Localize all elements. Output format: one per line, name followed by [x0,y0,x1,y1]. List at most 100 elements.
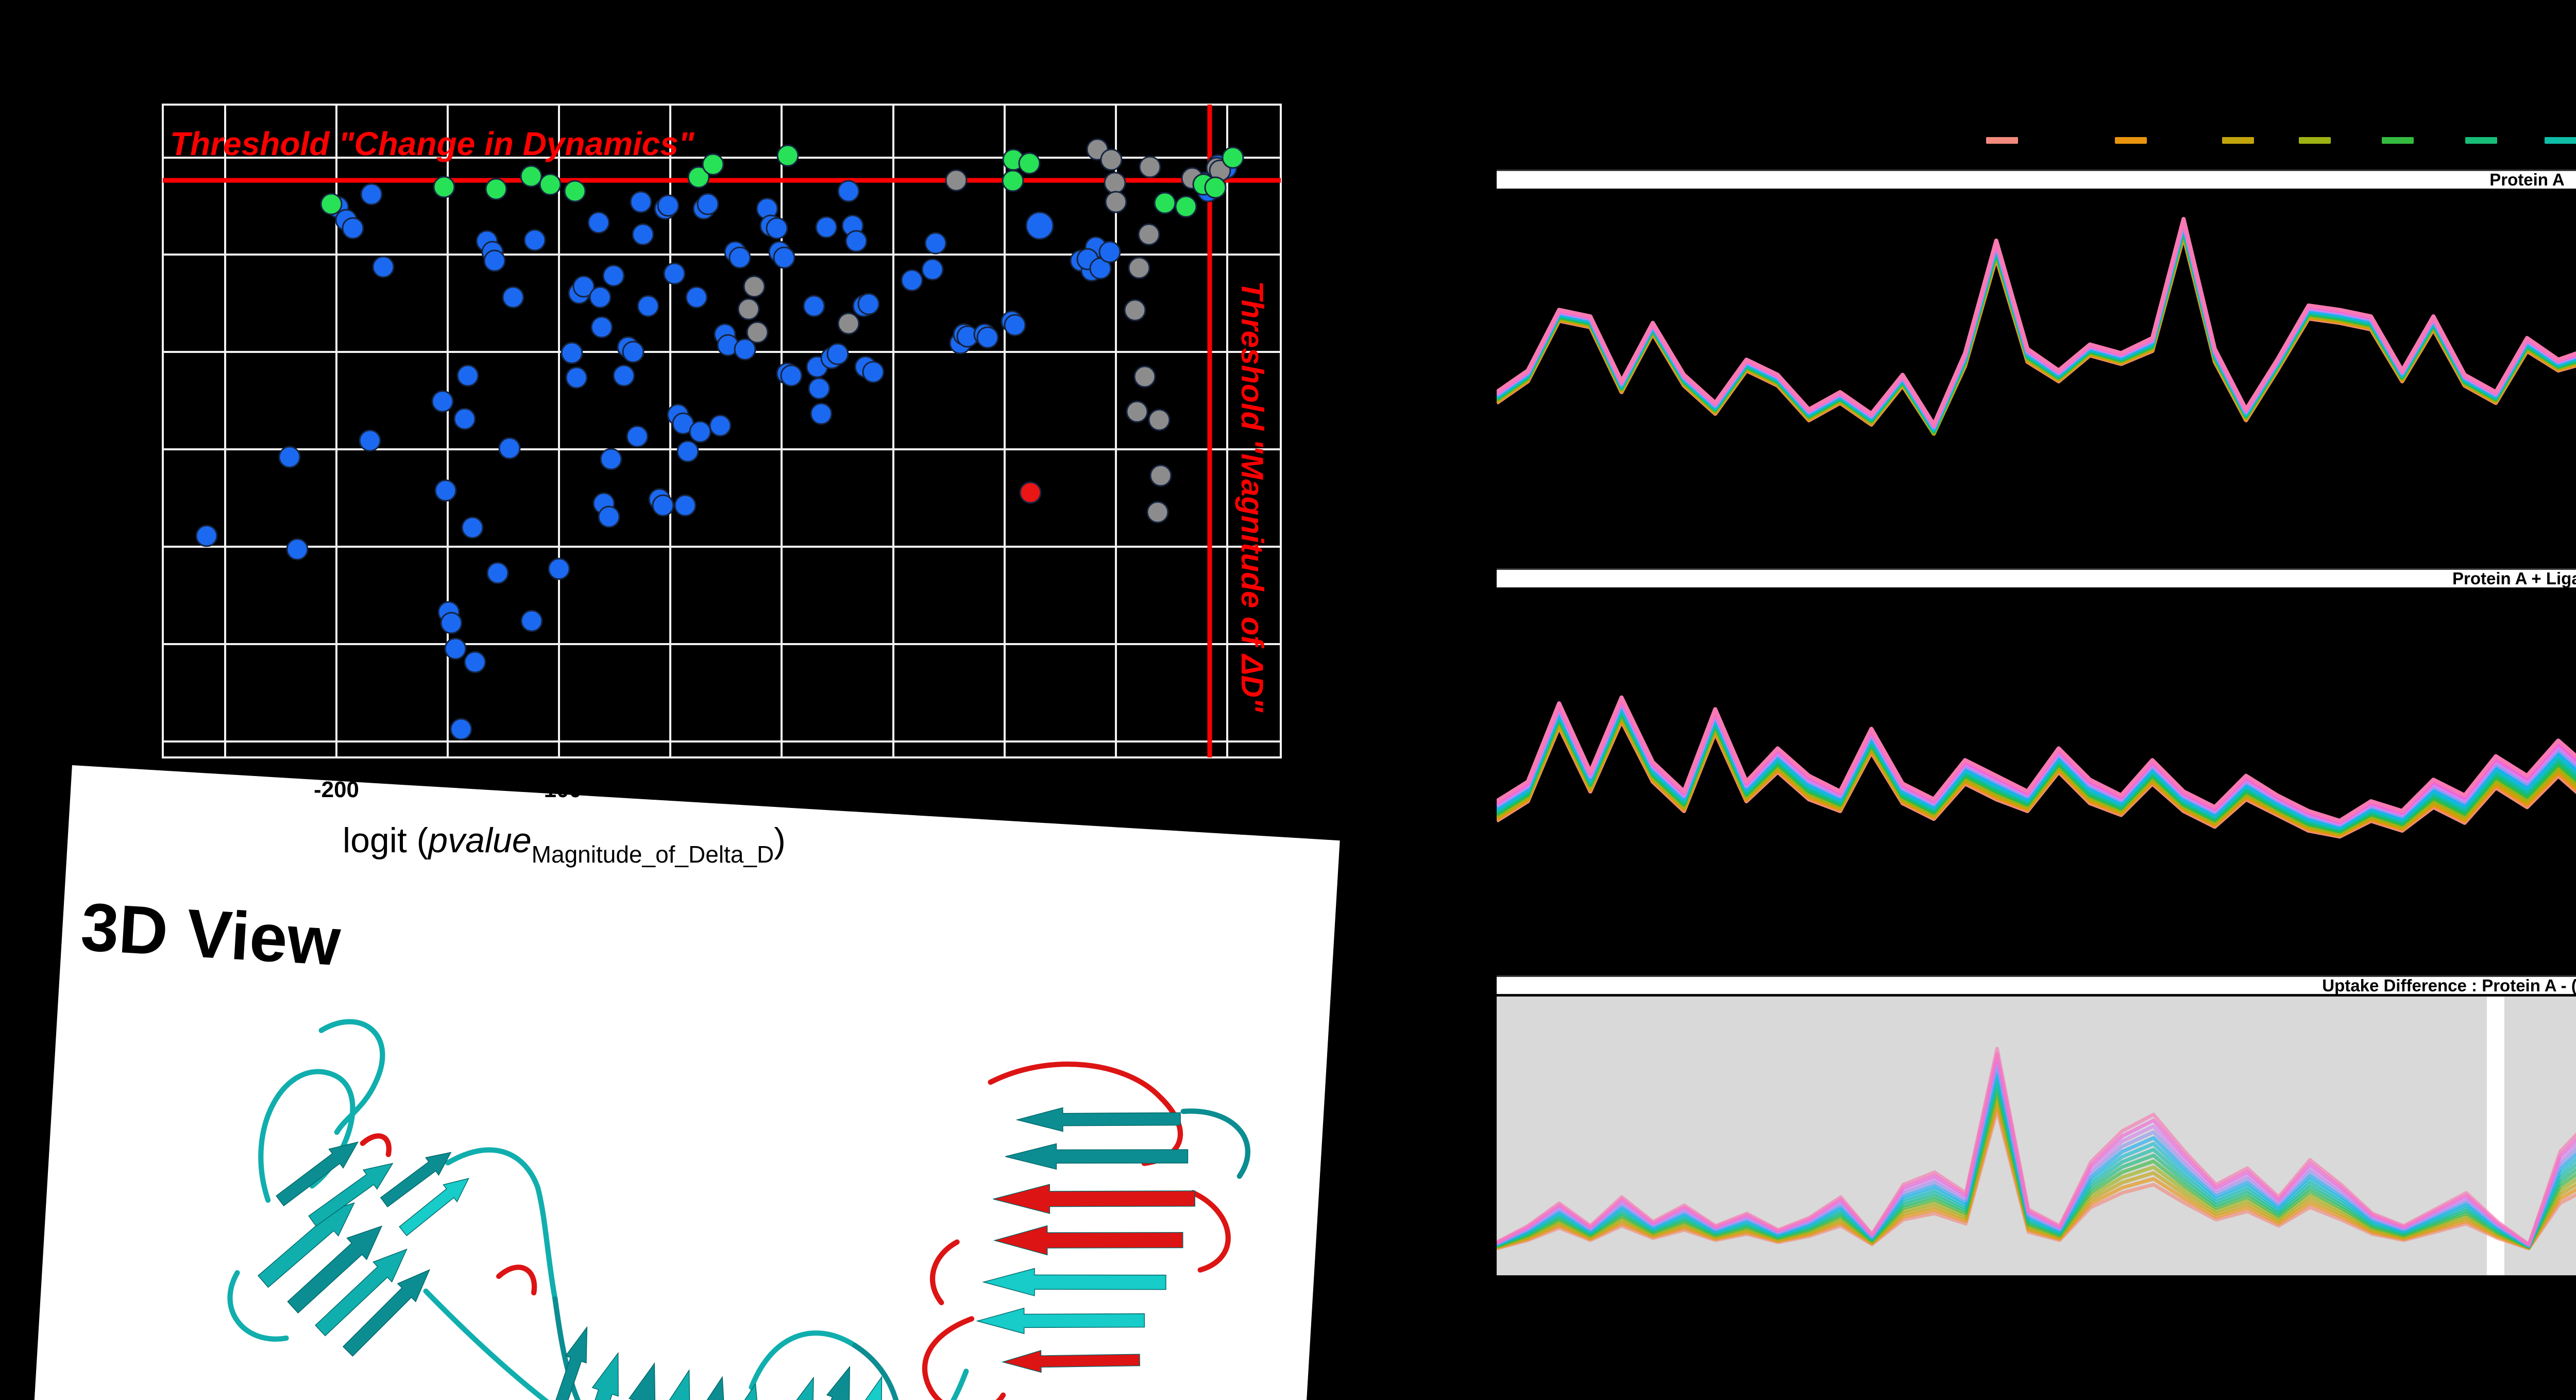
volcano-point[interactable] [976,326,999,349]
legend-dash[interactable] [2222,137,2254,144]
volcano-point[interactable] [320,193,343,215]
volcano-point[interactable] [845,230,868,252]
volcano-point[interactable] [637,295,659,317]
volcano-point[interactable] [1154,192,1176,214]
volcano-point[interactable] [737,298,760,321]
volcano-point[interactable] [485,178,507,200]
legend-dash[interactable] [2545,137,2576,144]
uptake-series-line[interactable] [1497,1047,2576,1246]
volcano-point[interactable] [486,562,509,584]
volcano-point[interactable] [1019,481,1042,504]
volcano-point[interactable] [1139,156,1161,178]
uptake-series-line[interactable] [1497,223,2576,430]
volcano-point[interactable] [773,246,795,269]
legend-dash[interactable] [2299,137,2331,144]
volcano-point[interactable] [1105,191,1127,213]
volcano-point[interactable] [1104,172,1126,194]
volcano-point[interactable] [523,229,546,251]
volcano-point[interactable] [456,364,479,387]
volcano-point[interactable] [766,217,788,240]
volcano-point[interactable] [1222,146,1244,169]
panel-3d-view[interactable]: 3D View [25,765,1340,1400]
volcano-point[interactable] [613,364,635,387]
uptake-series-line[interactable] [1497,220,2576,429]
volcano-point[interactable] [450,718,472,740]
legend-dash[interactable] [2382,137,2414,144]
volcano-point[interactable] [1004,314,1026,336]
volcano-point[interactable] [728,246,751,269]
volcano-point[interactable] [746,321,769,344]
uptake-series-line[interactable] [1497,217,2576,427]
volcano-point[interactable] [808,377,831,400]
volcano-point[interactable] [685,286,708,309]
volcano-point[interactable] [600,448,622,470]
volcano-point[interactable] [587,211,610,234]
volcano-point[interactable] [901,269,923,292]
volcano-point[interactable] [1100,148,1123,171]
uptake-series-line[interactable] [1497,224,2576,431]
volcano-point[interactable] [483,249,506,272]
volcano-point[interactable] [461,516,484,539]
volcano-point[interactable] [776,144,799,167]
volcano-point[interactable] [433,176,455,198]
volcano-point[interactable] [1175,195,1197,218]
protein-ribbon-structure[interactable] [179,990,1309,1400]
volcano-point[interactable] [674,494,697,517]
uptake-chart-protein-a[interactable] [1497,204,2576,451]
volcano-point[interactable] [1126,400,1148,423]
volcano-point[interactable] [564,180,586,203]
volcano-point[interactable] [431,390,454,413]
volcano-point[interactable] [520,165,543,188]
volcano-point[interactable] [676,440,699,463]
volcano-point[interactable] [572,275,595,298]
volcano-point[interactable] [372,256,395,278]
volcano-point[interactable] [632,223,654,246]
volcano-point[interactable] [1204,176,1227,199]
volcano-point[interactable] [921,258,944,281]
volcano-point[interactable] [657,194,680,217]
volcano-point[interactable] [1128,257,1150,279]
volcano-point[interactable] [561,342,583,364]
volcano-point[interactable] [278,446,301,468]
volcano-point[interactable] [565,366,588,389]
volcano-point[interactable] [1138,223,1160,246]
uptake-chart-protein-a-ligand[interactable] [1497,595,2576,868]
volcano-point[interactable] [924,232,947,255]
volcano-point[interactable] [803,295,825,317]
volcano-point[interactable] [195,525,218,547]
volcano-point[interactable] [342,217,364,240]
volcano-point[interactable] [548,558,570,580]
volcano-point[interactable] [826,343,849,365]
volcano-point[interactable] [359,429,381,452]
volcano-point[interactable] [498,437,521,460]
volcano-point[interactable] [862,361,885,383]
volcano-point[interactable] [590,316,613,339]
volcano-point[interactable] [589,286,612,309]
volcano-point[interactable] [539,173,562,196]
uptake-series-line[interactable] [1497,221,2576,430]
volcano-point[interactable] [286,538,309,561]
legend-dash[interactable] [2465,137,2497,144]
uptake-series-line[interactable] [1497,218,2576,428]
volcano-point[interactable] [598,505,620,528]
volcano-point[interactable] [1148,409,1171,431]
volcano-point[interactable] [663,262,686,285]
volcano-point[interactable] [1146,501,1169,524]
volcano-point[interactable] [602,264,625,287]
volcano-point[interactable] [743,275,766,298]
volcano-point[interactable] [502,286,524,309]
volcano-point[interactable] [709,414,732,437]
volcano-point[interactable] [857,293,880,315]
uptake-difference-chart[interactable] [1497,997,2576,1275]
volcano-point[interactable] [464,651,486,673]
volcano-point[interactable] [630,191,652,213]
volcano-point[interactable] [1133,365,1156,388]
uptake-series-line[interactable] [1497,678,2576,823]
volcano-point[interactable] [453,408,476,430]
volcano-point[interactable] [622,341,645,363]
volcano-point[interactable] [837,180,860,203]
volcano-point[interactable] [1124,299,1146,322]
volcano-point[interactable] [440,612,463,634]
volcano-point[interactable] [697,193,719,215]
volcano-point[interactable] [1089,257,1112,280]
